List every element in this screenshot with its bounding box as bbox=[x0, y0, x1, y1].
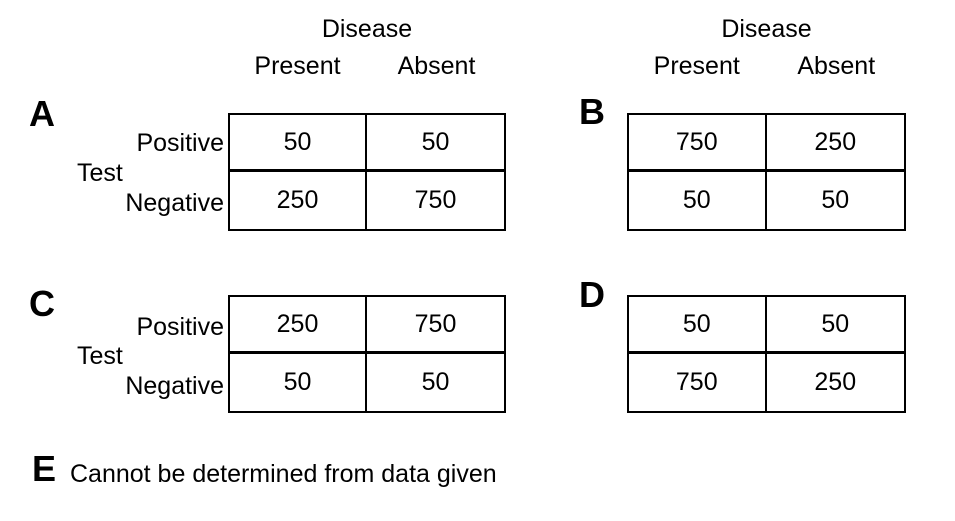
table-a-cell-positive-absent: 50 bbox=[367, 115, 504, 172]
table-a-cell-negative-absent: 750 bbox=[414, 186, 457, 214]
table-b-cell-negative-absent: 50 bbox=[821, 186, 850, 214]
absent-column-label-right: Absent bbox=[797, 52, 876, 80]
table-d-cell-positive-present: 50 bbox=[629, 297, 767, 354]
test-group-label-a: Test bbox=[77, 159, 123, 187]
table-d-cell-positive-absent: 50 bbox=[766, 297, 904, 354]
option-d-letter: D bbox=[579, 274, 605, 315]
absent-column-label-left: Absent bbox=[397, 52, 476, 80]
table-option-c: 250 750 50 50 bbox=[228, 295, 506, 413]
table-c-cell-negative-present: 50 bbox=[230, 354, 367, 411]
option-e-letter: E bbox=[32, 448, 57, 489]
table-c-cell-negative-absent: 50 bbox=[421, 368, 450, 396]
option-e-text: Cannot be determined from data given bbox=[70, 460, 497, 488]
disease-group-label-right: Disease bbox=[721, 15, 812, 43]
table-a-cell-negative-present: 250 bbox=[230, 172, 367, 229]
table-b-cell-positive-present: 750 bbox=[629, 115, 767, 172]
table-c-cell-positive-absent: 750 bbox=[367, 297, 504, 354]
negative-row-label-c: Negative bbox=[125, 372, 224, 400]
disease-group-label-left: Disease bbox=[321, 15, 413, 43]
positive-row-label-c: Positive bbox=[136, 313, 224, 341]
column-headers-right: Present Absent bbox=[627, 51, 906, 81]
option-a-letter: A bbox=[29, 93, 55, 134]
table-a-cell-positive-present: 50 bbox=[230, 115, 367, 172]
negative-row-label-a: Negative bbox=[125, 189, 224, 217]
table-d-cell-negative-absent: 250 bbox=[814, 368, 857, 396]
table-c-cell-positive-present: 250 bbox=[230, 297, 367, 354]
present-column-label-right: Present bbox=[653, 52, 740, 80]
table-b-cell-negative-present: 50 bbox=[629, 172, 767, 229]
table-b-cell-positive-absent: 250 bbox=[766, 115, 904, 172]
positive-row-label-a: Positive bbox=[136, 129, 224, 157]
table-d-cell-negative-present: 750 bbox=[629, 354, 767, 411]
present-column-label-left: Present bbox=[254, 52, 341, 80]
table-option-a: 50 50 250 750 bbox=[228, 113, 506, 231]
table-option-d: 50 50 750 250 bbox=[627, 295, 906, 413]
test-group-label-c: Test bbox=[77, 342, 123, 370]
table-option-b: 750 250 50 50 bbox=[627, 113, 906, 231]
option-c-letter: C bbox=[29, 283, 55, 324]
column-headers-left: Present Absent bbox=[228, 51, 506, 81]
option-b-letter: B bbox=[579, 91, 605, 132]
